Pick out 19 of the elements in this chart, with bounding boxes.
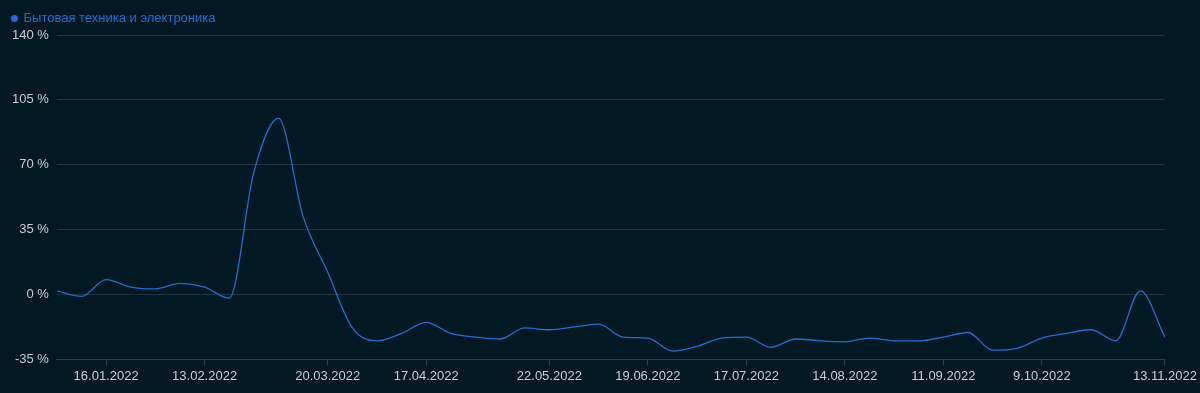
y-tick-label: 70 % xyxy=(19,156,50,172)
x-tick-label: 11.09.2022 xyxy=(911,367,976,383)
y-tick-label: 0 % xyxy=(26,286,50,302)
y-tick-label: 140 % xyxy=(11,26,50,42)
x-tick-label: 17.04.2022 xyxy=(393,367,459,383)
x-tick-label: 17.07.2022 xyxy=(713,367,779,383)
x-tick-label: 13.11.2022 xyxy=(1132,367,1198,383)
y-tick-label: -35 % xyxy=(14,350,50,366)
x-tick-label: 9.10.2022 xyxy=(1012,367,1071,383)
x-tick-label: 16.01.2022 xyxy=(73,367,139,383)
x-tick-label: 14.08.2022 xyxy=(812,367,878,383)
x-tick-label: 20.03.2022 xyxy=(295,367,361,383)
x-tick-label: 19.06.2022 xyxy=(615,367,681,383)
y-tick-label: 35 % xyxy=(19,221,50,237)
y-tick-label: 105 % xyxy=(11,91,50,107)
x-tick-label: 13.02.2022 xyxy=(172,367,238,383)
x-tick-label: 22.05.2022 xyxy=(516,367,582,383)
legend-label: Бытовая техника и электроника xyxy=(23,10,217,26)
line-series xyxy=(56,117,1165,352)
